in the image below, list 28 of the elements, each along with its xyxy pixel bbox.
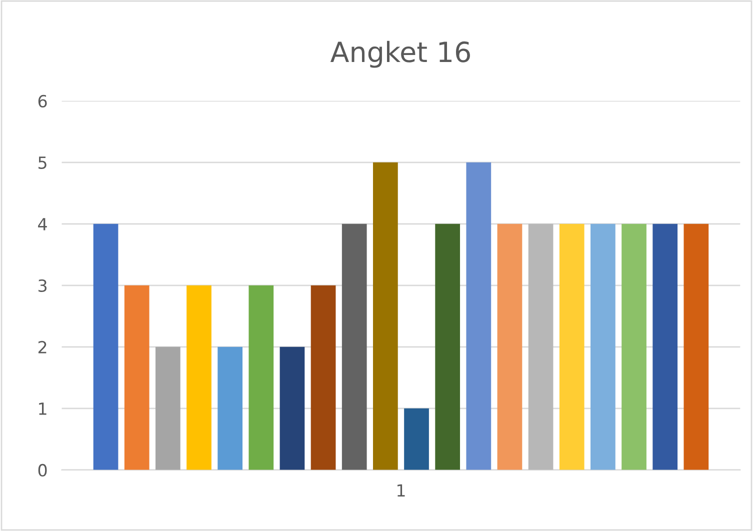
y-tick-label: 3 xyxy=(38,279,47,292)
bar xyxy=(559,224,584,470)
bar xyxy=(466,162,492,470)
y-tick-label: 5 xyxy=(38,156,46,169)
bar xyxy=(590,224,616,470)
bar xyxy=(280,346,305,470)
bar xyxy=(342,224,367,470)
bar xyxy=(310,285,336,470)
bar xyxy=(373,162,398,470)
y-tick-label: 4 xyxy=(38,218,47,230)
bar xyxy=(124,285,150,470)
bar xyxy=(497,224,522,470)
bar xyxy=(528,224,554,470)
y-tick-label: 6 xyxy=(38,94,47,108)
bar xyxy=(435,224,460,470)
bar xyxy=(684,224,709,470)
bar xyxy=(652,224,678,470)
bar xyxy=(218,346,242,470)
y-tick-label: 0 xyxy=(38,464,47,477)
bar xyxy=(186,285,212,470)
bar xyxy=(622,224,646,470)
chart-title: Angket 16 xyxy=(330,40,470,68)
bar xyxy=(248,285,274,470)
y-tick-label: 1 xyxy=(39,402,46,415)
bar xyxy=(404,408,429,470)
y-tick-label: 2 xyxy=(38,340,46,354)
bar xyxy=(155,346,180,470)
bar xyxy=(93,224,118,470)
